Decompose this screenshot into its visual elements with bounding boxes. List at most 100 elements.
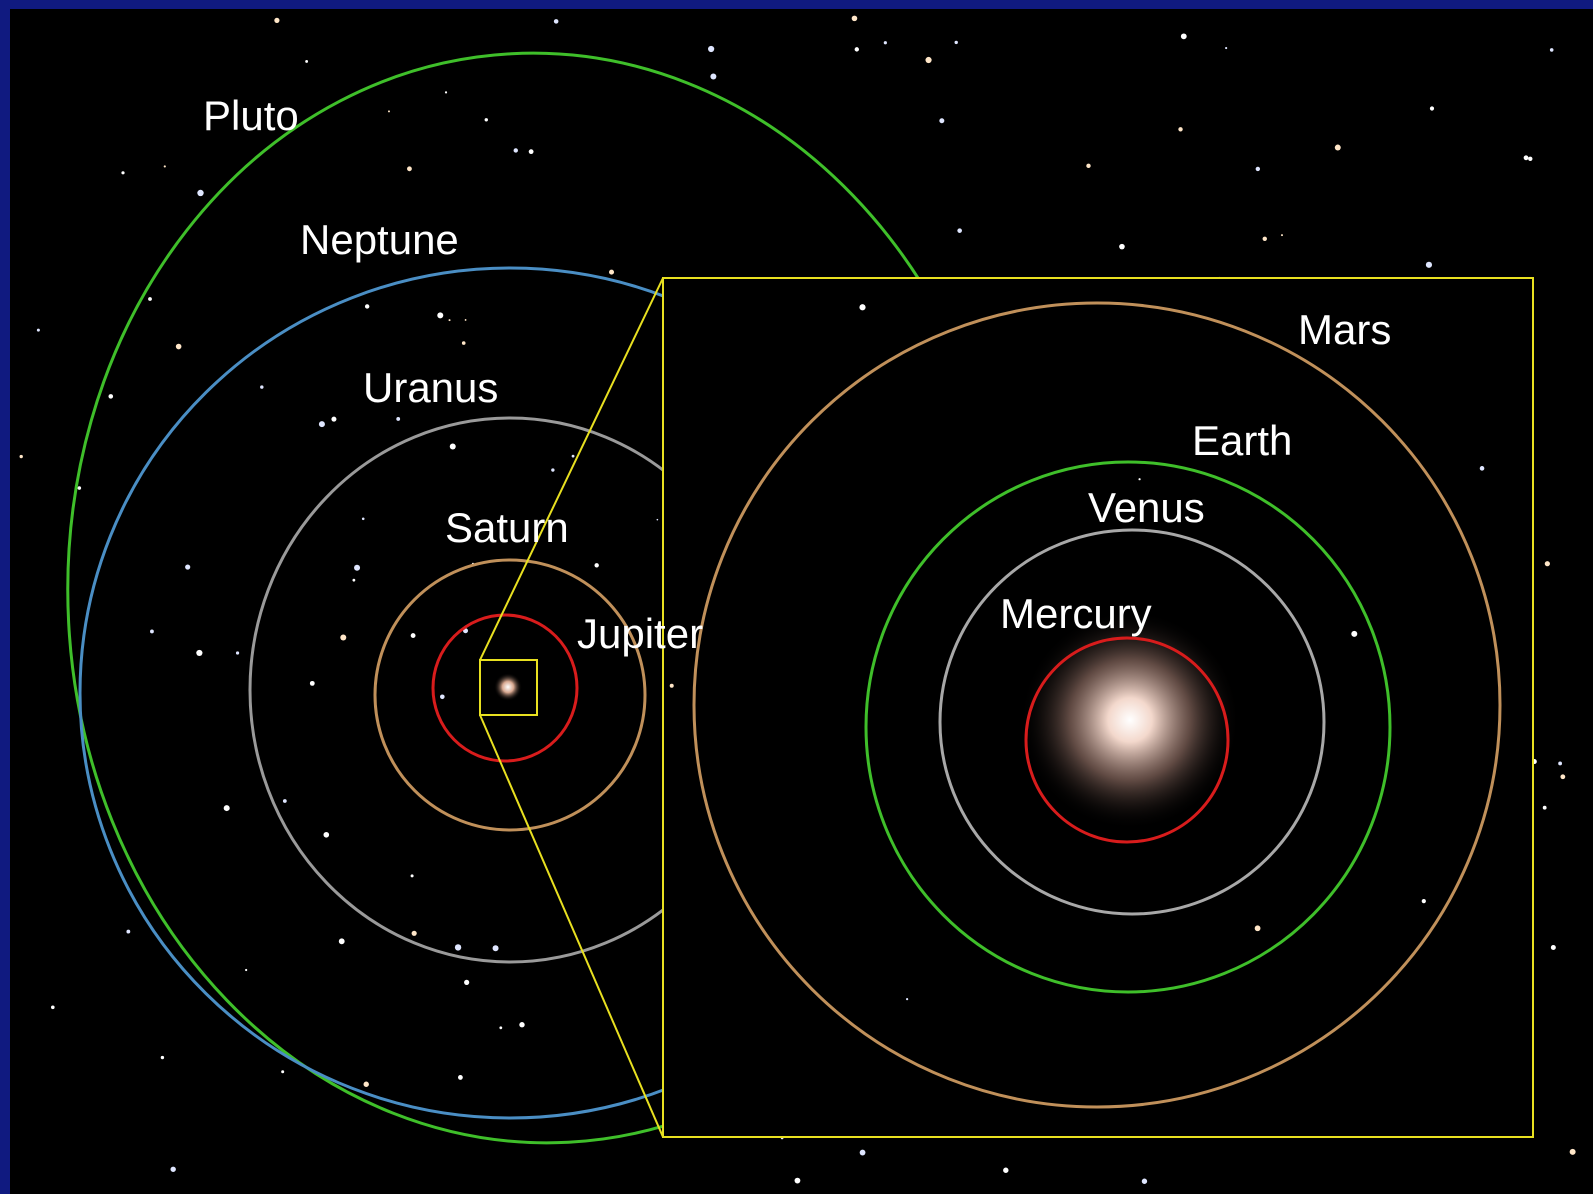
- star: [388, 110, 390, 112]
- star: [1550, 48, 1554, 52]
- star: [1351, 631, 1357, 637]
- star: [657, 519, 659, 521]
- frame-left: [0, 0, 10, 1194]
- star: [170, 1167, 175, 1172]
- star: [884, 41, 887, 44]
- star: [1570, 1149, 1576, 1155]
- star: [437, 312, 443, 318]
- star: [1524, 155, 1529, 160]
- star: [445, 91, 447, 93]
- star: [365, 304, 369, 308]
- star: [859, 304, 865, 310]
- star: [236, 651, 239, 654]
- star: [323, 832, 329, 838]
- star: [855, 47, 859, 51]
- star: [1560, 774, 1565, 779]
- star: [957, 228, 962, 233]
- star: [795, 1178, 801, 1184]
- page: Pluto Neptune Uranus Saturn Jupiter Mars…: [0, 0, 1593, 1194]
- star: [121, 171, 124, 174]
- star: [1178, 127, 1182, 131]
- star: [411, 874, 414, 877]
- star: [164, 165, 166, 167]
- star: [514, 148, 518, 152]
- planet-label: Earth: [1192, 417, 1292, 464]
- star: [245, 969, 247, 971]
- star: [852, 16, 858, 22]
- star: [78, 486, 82, 490]
- star: [1422, 899, 1426, 903]
- star: [352, 579, 355, 582]
- star: [176, 344, 182, 350]
- star: [319, 421, 325, 427]
- star: [412, 931, 417, 936]
- star: [450, 444, 456, 450]
- star: [1119, 244, 1125, 250]
- planet-label: Jupiter: [577, 610, 703, 657]
- star: [1281, 234, 1283, 236]
- star: [126, 930, 130, 934]
- star: [274, 18, 279, 23]
- planet-label: Saturn: [445, 504, 569, 551]
- star: [1430, 106, 1434, 110]
- star: [148, 297, 152, 301]
- sun-small: [494, 673, 522, 701]
- star: [281, 1070, 284, 1073]
- planet-label: Mercury: [1000, 590, 1152, 637]
- star: [1480, 466, 1485, 471]
- star: [449, 319, 451, 321]
- planet-label: Uranus: [363, 364, 498, 411]
- star: [305, 60, 308, 63]
- planet-label: Mars: [1298, 306, 1391, 353]
- star: [197, 190, 203, 196]
- planet-label: Venus: [1088, 484, 1205, 531]
- planet-label: Pluto: [203, 92, 299, 139]
- star: [331, 417, 336, 422]
- star: [572, 455, 575, 458]
- star: [710, 73, 716, 79]
- star: [551, 468, 554, 471]
- star: [339, 938, 345, 944]
- star: [310, 681, 315, 686]
- star: [161, 1056, 164, 1059]
- star: [150, 630, 154, 634]
- star: [1558, 762, 1562, 766]
- star: [1181, 33, 1187, 39]
- star: [1335, 145, 1341, 151]
- star: [1225, 47, 1227, 49]
- star: [340, 635, 346, 641]
- frame-top: [0, 0, 1593, 9]
- star: [440, 695, 445, 700]
- star: [396, 417, 400, 421]
- star: [1256, 167, 1260, 171]
- star: [1545, 561, 1550, 566]
- star: [411, 633, 416, 638]
- star: [1003, 1168, 1008, 1173]
- star: [519, 1022, 524, 1027]
- star: [1551, 945, 1556, 950]
- star: [1426, 262, 1432, 268]
- star: [364, 1082, 369, 1087]
- star: [196, 650, 202, 656]
- star: [260, 385, 263, 388]
- star: [462, 341, 466, 345]
- star: [906, 998, 908, 1000]
- star: [670, 684, 674, 688]
- star: [955, 41, 958, 44]
- star: [529, 149, 534, 154]
- star: [594, 563, 598, 567]
- star: [499, 1026, 502, 1029]
- star: [185, 564, 190, 569]
- star: [1528, 157, 1532, 161]
- star: [1086, 164, 1090, 168]
- star: [1543, 806, 1547, 810]
- star: [1263, 237, 1267, 241]
- star: [1142, 1179, 1147, 1184]
- solar-system-diagram: Pluto Neptune Uranus Saturn Jupiter Mars…: [0, 0, 1593, 1194]
- star: [485, 118, 488, 121]
- star: [362, 517, 365, 520]
- star: [20, 455, 23, 458]
- star: [37, 329, 40, 332]
- star: [407, 166, 412, 171]
- star: [493, 945, 499, 951]
